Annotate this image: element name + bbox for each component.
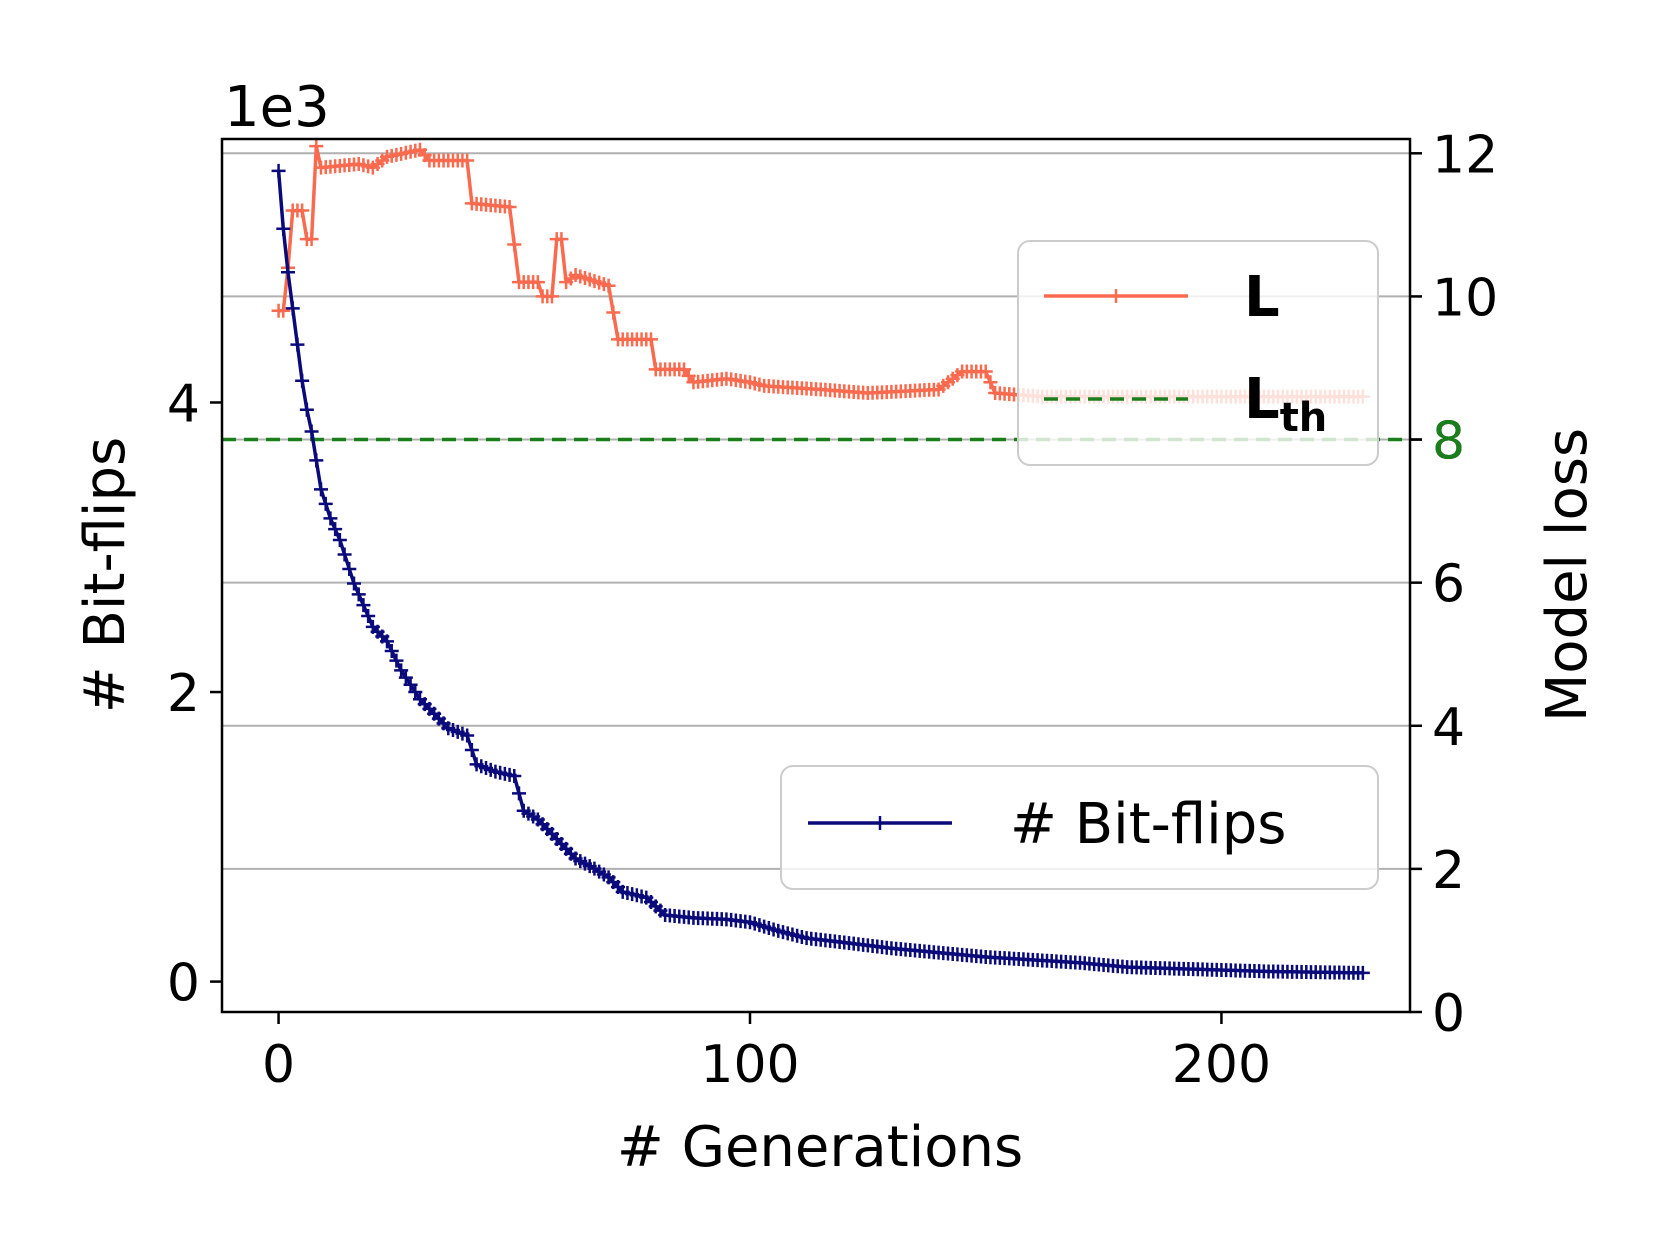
data-point xyxy=(356,598,371,613)
right-tick-label: 12 xyxy=(1432,125,1498,185)
right-tick-label: 4 xyxy=(1432,698,1465,758)
left-axis-title: # Bit-flips xyxy=(73,437,138,713)
data-point xyxy=(644,332,658,347)
legend-marker xyxy=(1109,289,1123,303)
plot-frame xyxy=(220,137,1412,1014)
right-axis-title: Model loss xyxy=(1535,428,1600,722)
data-point xyxy=(384,644,399,659)
data-point xyxy=(342,561,357,576)
data-point xyxy=(276,303,291,318)
data-point xyxy=(309,453,324,468)
data-point xyxy=(314,482,328,497)
data-point xyxy=(295,373,310,388)
data-point xyxy=(347,576,361,591)
data-point xyxy=(507,769,522,784)
legend-loss: L Lth xyxy=(1017,240,1379,466)
data-point xyxy=(545,289,559,304)
data-point xyxy=(299,402,314,417)
data-point xyxy=(281,265,295,280)
x-axis-ticks: 0 100 200 xyxy=(262,1012,1271,1095)
right-tick-label: 6 xyxy=(1432,555,1465,615)
data-point xyxy=(403,677,418,692)
data-point xyxy=(398,670,413,685)
data-point xyxy=(460,153,475,168)
data-point xyxy=(328,522,343,537)
legend-loss-label: L xyxy=(1244,265,1280,330)
left-axis-ticks: 0 2 4 xyxy=(167,374,222,1014)
bitflips-series xyxy=(271,163,1370,980)
x-tick-label: 200 xyxy=(1172,1035,1271,1095)
data-point xyxy=(554,232,569,247)
threshold-tick-label: 8 xyxy=(1432,412,1465,472)
data-point xyxy=(978,364,993,379)
right-tick-label: 8 xyxy=(1432,412,1465,472)
legend-bitflips: # Bit-flips xyxy=(780,765,1379,890)
data-point xyxy=(290,337,305,352)
data-point xyxy=(394,663,409,678)
data-point xyxy=(983,375,998,390)
data-point xyxy=(408,685,423,700)
data-point xyxy=(606,305,621,320)
left-tick-label: 2 xyxy=(167,664,200,724)
legend-threshold-subscript: th xyxy=(1280,395,1328,441)
data-point xyxy=(502,199,517,214)
data-point xyxy=(295,203,310,218)
data-point xyxy=(351,587,366,602)
legend-marker xyxy=(873,816,887,830)
legend-bitflips-frame xyxy=(780,765,1379,890)
data-point xyxy=(601,278,616,293)
right-tick-label: 10 xyxy=(1432,268,1498,328)
data-point xyxy=(460,728,475,743)
data-point xyxy=(361,609,376,624)
legend-threshold-main: L xyxy=(1244,367,1280,432)
left-tick-label: 4 xyxy=(167,374,200,434)
left-axis-scale: 1e3 xyxy=(224,75,330,140)
data-point xyxy=(530,275,545,290)
data-point xyxy=(318,496,333,511)
data-point xyxy=(512,786,526,801)
data-point xyxy=(304,424,319,439)
x-axis-title: # Generations xyxy=(617,1115,1023,1180)
right-tick-label: 2 xyxy=(1432,841,1465,901)
data-point xyxy=(1355,965,1370,980)
x-tick-label: 100 xyxy=(700,1035,799,1095)
data-point xyxy=(332,533,347,548)
data-point xyxy=(323,511,338,526)
data-point xyxy=(380,634,394,649)
data-point xyxy=(464,742,479,757)
data-point xyxy=(507,237,522,252)
data-point xyxy=(304,232,319,247)
left-tick-label: 0 xyxy=(167,954,200,1014)
legend-bitflips-label: # Bit-flips xyxy=(1010,792,1286,857)
right-tick-label: 0 xyxy=(1432,984,1465,1044)
legend-threshold-label: Lth xyxy=(1244,367,1327,441)
x-tick-label: 0 xyxy=(262,1035,295,1095)
data-point xyxy=(285,301,300,316)
data-point xyxy=(309,139,324,154)
legend-loss-marker xyxy=(1109,289,1123,303)
data-point xyxy=(337,547,352,562)
data-point xyxy=(389,653,404,668)
data-point xyxy=(271,163,286,178)
data-point xyxy=(276,221,291,236)
legend-bitflips-marker xyxy=(873,816,887,830)
